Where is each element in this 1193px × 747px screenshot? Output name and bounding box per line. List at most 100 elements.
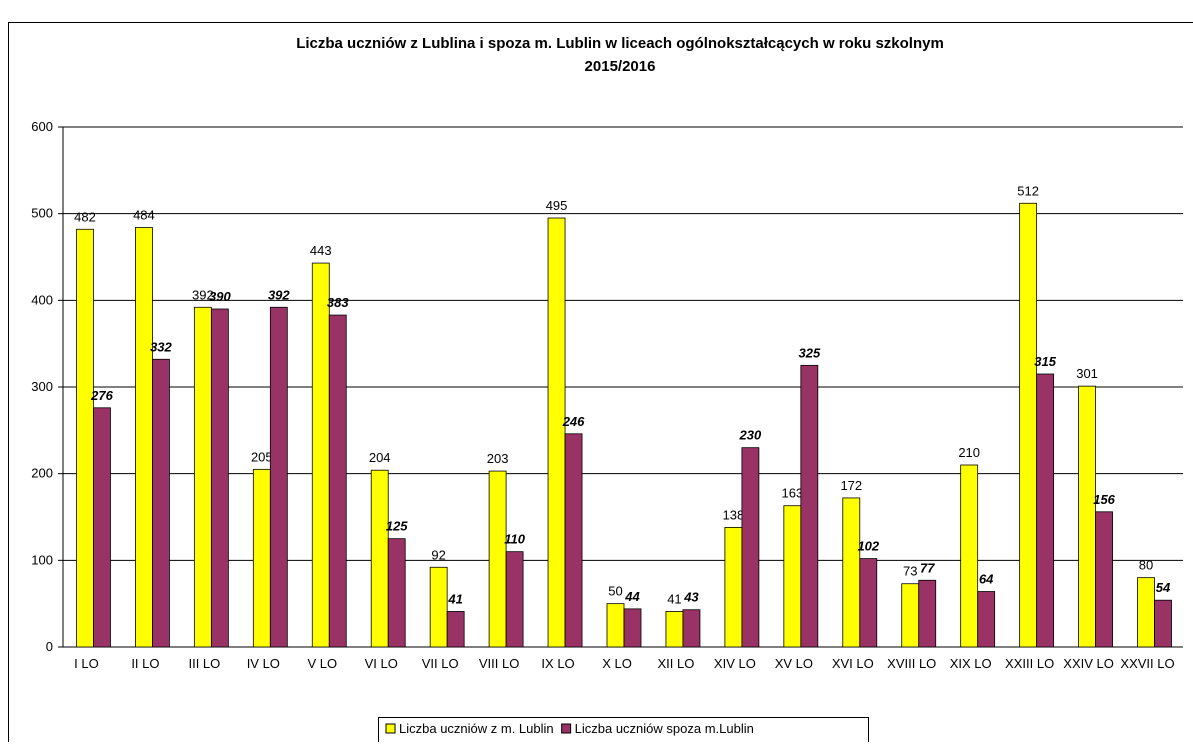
x-tick-label: XIV LO bbox=[714, 656, 756, 671]
data-label: 482 bbox=[74, 209, 96, 224]
y-tick-label: 600 bbox=[31, 119, 53, 134]
bar bbox=[135, 228, 152, 647]
bar bbox=[607, 604, 624, 647]
chart-title: 2015/2016 bbox=[585, 58, 656, 75]
bar bbox=[270, 307, 287, 647]
bar bbox=[93, 408, 110, 647]
chart-title: Liczba uczniów z Lublina i spoza m. Lubl… bbox=[296, 35, 944, 52]
data-label: 80 bbox=[1139, 558, 1153, 573]
y-tick-label: 100 bbox=[31, 552, 53, 567]
legend-swatch bbox=[386, 724, 395, 733]
data-label: 44 bbox=[624, 589, 640, 604]
data-label: 204 bbox=[369, 450, 391, 465]
x-tick-label: XXIV LO bbox=[1063, 656, 1114, 671]
data-label: 301 bbox=[1076, 366, 1098, 381]
data-label: 138 bbox=[723, 507, 745, 522]
data-label: 50 bbox=[608, 584, 622, 599]
y-tick-label: 500 bbox=[31, 206, 53, 221]
bar bbox=[1079, 386, 1096, 647]
data-label: 383 bbox=[327, 295, 349, 310]
data-label: 92 bbox=[431, 547, 445, 562]
data-label: 205 bbox=[251, 449, 273, 464]
bar bbox=[194, 307, 211, 647]
data-label: 110 bbox=[504, 532, 525, 547]
bar bbox=[978, 592, 995, 647]
data-label: 41 bbox=[667, 591, 681, 606]
legend-label: Liczba uczniów z m. Lublin bbox=[399, 721, 554, 736]
y-tick-label: 0 bbox=[46, 639, 53, 654]
data-label: 230 bbox=[739, 428, 762, 443]
chart-frame bbox=[9, 23, 1193, 743]
data-label: 156 bbox=[1093, 492, 1115, 507]
bar bbox=[329, 315, 346, 647]
data-label: 495 bbox=[546, 198, 568, 213]
x-tick-label: XVI LO bbox=[832, 656, 874, 671]
data-label: 484 bbox=[133, 208, 155, 223]
x-tick-label: V LO bbox=[307, 656, 337, 671]
bar bbox=[742, 448, 759, 647]
legend-label: Liczba uczniów spoza m.Lublin bbox=[575, 721, 754, 736]
data-label: 443 bbox=[310, 243, 332, 258]
data-label: 392 bbox=[268, 287, 290, 302]
data-label: 163 bbox=[781, 486, 803, 501]
x-tick-label: I LO bbox=[74, 656, 99, 671]
data-label: 64 bbox=[979, 572, 994, 587]
bar bbox=[312, 263, 329, 647]
x-tick-label: XIX LO bbox=[950, 656, 992, 671]
x-tick-label: IV LO bbox=[247, 656, 280, 671]
bar bbox=[1037, 374, 1054, 647]
bar bbox=[1096, 512, 1113, 647]
x-tick-label: VII LO bbox=[422, 656, 459, 671]
bar bbox=[253, 469, 270, 647]
data-label: 390 bbox=[209, 289, 231, 304]
data-label: 54 bbox=[1156, 580, 1171, 595]
bar bbox=[489, 471, 506, 647]
bar bbox=[506, 552, 523, 647]
y-tick-label: 300 bbox=[31, 379, 53, 394]
x-tick-label: VI LO bbox=[365, 656, 398, 671]
x-tick-label: XVIII LO bbox=[887, 656, 936, 671]
bar bbox=[76, 229, 93, 647]
x-tick-label: X LO bbox=[602, 656, 632, 671]
data-label: 203 bbox=[487, 451, 509, 466]
data-label: 276 bbox=[90, 388, 113, 403]
data-label: 41 bbox=[447, 591, 462, 606]
bar bbox=[919, 580, 936, 647]
bar bbox=[1155, 600, 1172, 647]
bar bbox=[388, 539, 405, 647]
bar bbox=[683, 610, 700, 647]
y-tick-label: 200 bbox=[31, 466, 53, 481]
bar bbox=[666, 611, 683, 647]
data-label: 246 bbox=[562, 414, 585, 429]
data-label: 77 bbox=[920, 560, 935, 575]
data-label: 332 bbox=[150, 339, 172, 354]
data-label: 210 bbox=[958, 445, 980, 460]
x-tick-label: XXVII LO bbox=[1120, 656, 1174, 671]
bar bbox=[1138, 578, 1155, 647]
bar bbox=[961, 465, 978, 647]
x-tick-label: XII LO bbox=[658, 656, 695, 671]
data-label: 102 bbox=[857, 539, 879, 554]
bar bbox=[371, 470, 388, 647]
bar bbox=[565, 434, 582, 647]
data-label: 315 bbox=[1034, 354, 1056, 369]
data-label: 43 bbox=[683, 590, 699, 605]
x-tick-label: IX LO bbox=[541, 656, 574, 671]
data-label: 172 bbox=[840, 478, 862, 493]
bar bbox=[447, 611, 464, 647]
data-label: 512 bbox=[1017, 183, 1039, 198]
x-tick-label: XXIII LO bbox=[1005, 656, 1054, 671]
data-label: 325 bbox=[798, 345, 820, 360]
bar bbox=[624, 609, 641, 647]
x-tick-label: II LO bbox=[131, 656, 159, 671]
y-tick-label: 400 bbox=[31, 292, 53, 307]
bar bbox=[801, 365, 818, 647]
x-tick-label: XV LO bbox=[775, 656, 813, 671]
legend-swatch bbox=[562, 724, 571, 733]
bar bbox=[784, 506, 801, 647]
bar bbox=[725, 527, 742, 647]
bar bbox=[1020, 203, 1037, 647]
bar bbox=[430, 567, 447, 647]
